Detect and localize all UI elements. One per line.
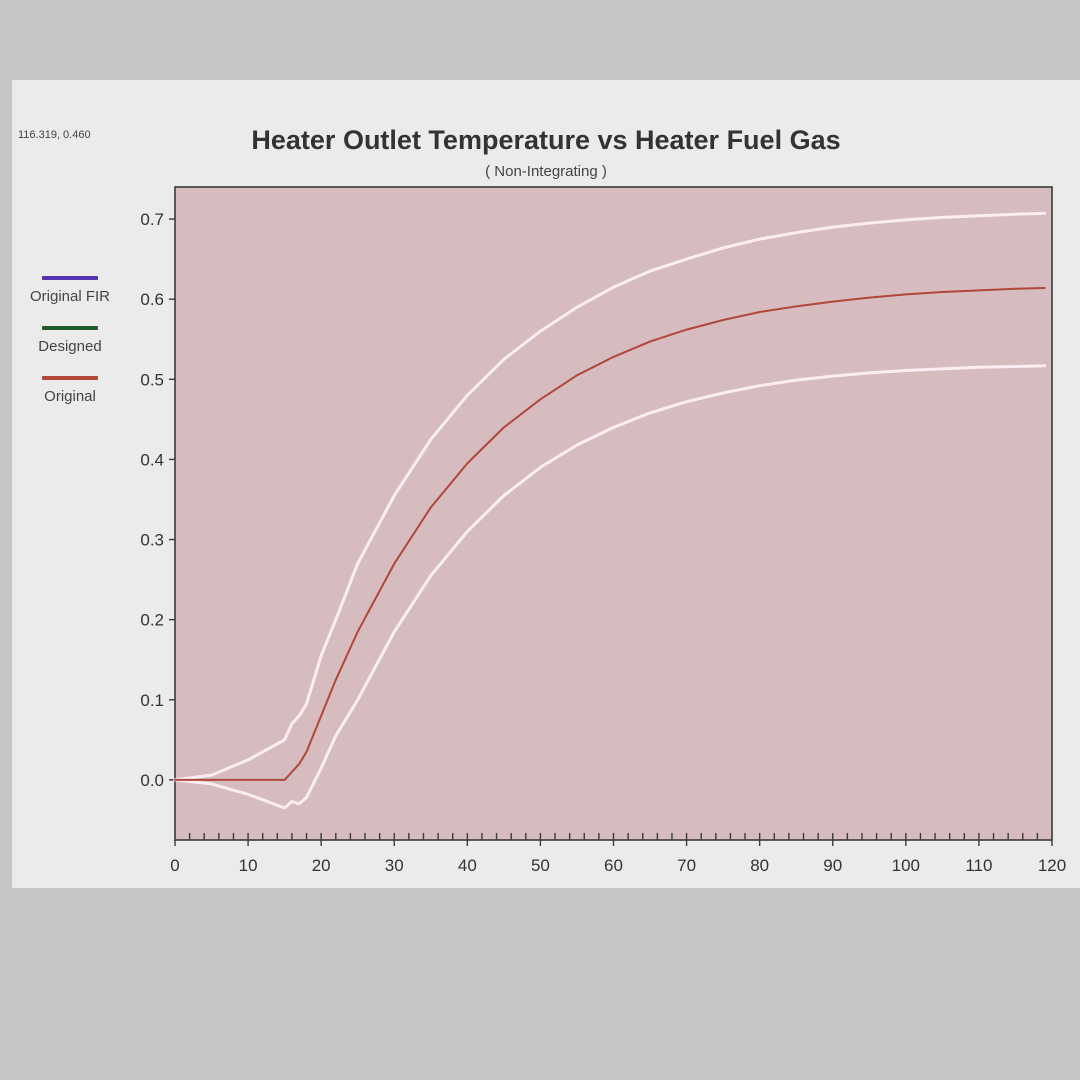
chart-panel: 116.319, 0.460 Heater Outlet Temperature… bbox=[12, 80, 1080, 888]
x-tick-label: 80 bbox=[750, 856, 769, 875]
legend-label-designed: Designed bbox=[38, 338, 102, 355]
x-tick-label: 110 bbox=[965, 856, 992, 875]
chart-subtitle: ( Non-Integrating ) bbox=[485, 163, 607, 180]
legend-label-original-fir: Original FIR bbox=[29, 288, 111, 305]
y-tick-label: 0.2 bbox=[140, 611, 164, 630]
legend-label-original: Original bbox=[44, 388, 96, 405]
series-line-response bbox=[174, 287, 1046, 781]
y-tick-label: 0.7 bbox=[140, 210, 164, 229]
y-tick-label: 0.6 bbox=[140, 290, 164, 309]
x-tick-label: 90 bbox=[823, 856, 842, 875]
x-tick-label: 0 bbox=[170, 856, 179, 875]
x-tick-label: 20 bbox=[312, 856, 331, 875]
series-line-lower-band bbox=[173, 364, 1047, 810]
legend-entry-original[interactable]: Original bbox=[20, 370, 120, 420]
x-tick-label: 60 bbox=[604, 856, 623, 875]
x-tick-label: 70 bbox=[677, 856, 696, 875]
axis-ticks bbox=[169, 218, 1053, 846]
x-tick-label: 100 bbox=[892, 856, 920, 875]
axis-tick-labels: 0 10 20 30 40 50 60 70 80 90 100 110 120 0.0 0.1 0.2 0.3… bbox=[140, 210, 1066, 875]
legend-swatch-original-fir bbox=[42, 276, 98, 280]
y-tick-label: 0.1 bbox=[140, 691, 164, 710]
chart: 116.319, 0.460 Heater Outlet Temperature… bbox=[18, 125, 1066, 875]
y-tick-label: 0.0 bbox=[140, 771, 164, 790]
x-tick-label: 40 bbox=[458, 856, 477, 875]
y-tick-label: 0.3 bbox=[140, 531, 164, 550]
x-tick-label: 120 bbox=[1038, 856, 1066, 875]
legend-entry-designed[interactable]: Designed bbox=[20, 320, 120, 370]
plot-area bbox=[174, 186, 1053, 841]
x-tick-label: 50 bbox=[531, 856, 550, 875]
series-layer bbox=[173, 211, 1047, 810]
legend-entry-original-fir[interactable]: Original FIR bbox=[20, 270, 120, 320]
x-tick-label: 30 bbox=[385, 856, 404, 875]
legend: Original FIR Designed Original bbox=[20, 270, 120, 420]
legend-swatch-original bbox=[42, 376, 98, 380]
y-tick-label: 0.5 bbox=[140, 370, 164, 389]
cursor-readout: 116.319, 0.460 bbox=[18, 129, 91, 141]
y-tick-label: 0.4 bbox=[140, 450, 164, 469]
x-tick-label: 10 bbox=[239, 856, 258, 875]
series-line-upper-band bbox=[173, 211, 1047, 782]
chart-title: Heater Outlet Temperature vs Heater Fuel… bbox=[251, 125, 840, 155]
legend-swatch-designed bbox=[42, 326, 98, 330]
